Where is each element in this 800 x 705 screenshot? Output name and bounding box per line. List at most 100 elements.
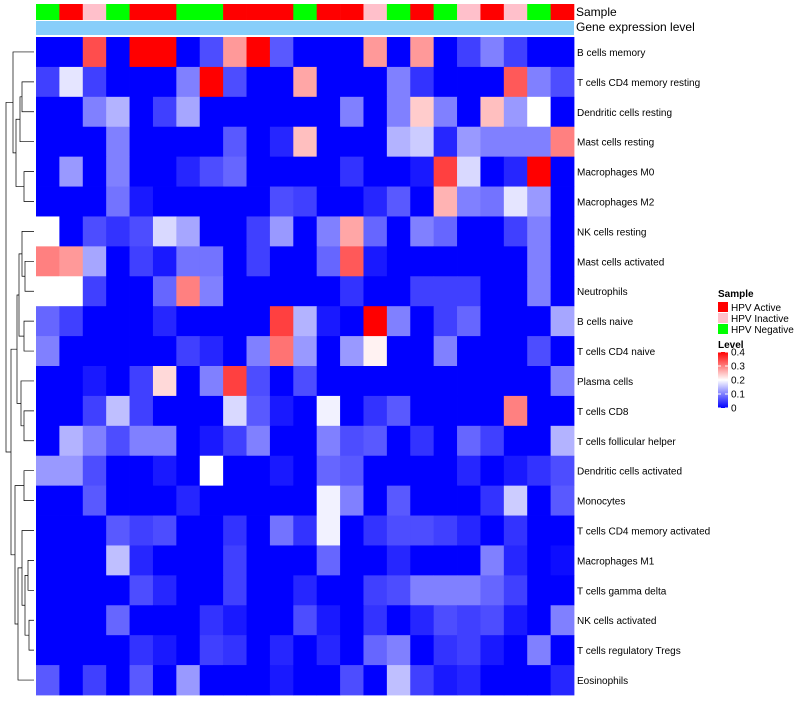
heatmap-cell: [82, 515, 107, 546]
heatmap-cell: [199, 37, 224, 68]
heatmap-cell: [269, 395, 294, 427]
heatmap-cell: [550, 575, 575, 606]
sample-annotation-cell: [363, 4, 388, 20]
heatmap-cell: [433, 156, 458, 187]
heatmap-cell: [433, 575, 458, 606]
heatmap-cell: [59, 306, 84, 337]
heatmap-cell: [386, 276, 411, 307]
heatmap-cell: [316, 276, 341, 307]
heatmap-cell: [129, 306, 154, 337]
heatmap-cell: [106, 186, 130, 217]
dendrogram-branch: [21, 81, 34, 113]
heatmap-cell: [433, 515, 458, 546]
heatmap-cell: [223, 126, 247, 158]
heatmap-cell: [433, 395, 458, 427]
gene-expression-annotation-bar: [36, 21, 574, 35]
heatmap-cell: [386, 665, 411, 696]
heatmap-cell: [340, 306, 364, 337]
heatmap-cell: [129, 515, 154, 546]
heatmap-cell: [550, 425, 575, 457]
heatmap-cell: [457, 66, 481, 98]
sample-annotation-cell: [36, 4, 60, 20]
heatmap-cell: [363, 635, 388, 666]
heatmap-cell: [410, 515, 435, 546]
heatmap-cell: [223, 336, 247, 367]
heatmap-cell: [480, 485, 505, 516]
heatmap-cell: [223, 395, 247, 427]
heatmap-cell: [223, 96, 247, 128]
heatmap-cell: [246, 276, 271, 307]
heatmap-cell: [246, 66, 271, 98]
heatmap-cell: [129, 37, 154, 68]
heatmap-cell: [152, 545, 177, 576]
heatmap-cell: [246, 485, 271, 516]
row-label: Neutrophils: [577, 287, 628, 298]
heatmap-cell: [82, 395, 107, 427]
heatmap-cell: [152, 66, 177, 98]
heatmap-cell: [36, 126, 60, 158]
heatmap-cell: [550, 126, 575, 158]
heatmap-cell: [363, 395, 388, 427]
heatmap-cell: [152, 186, 177, 217]
heatmap-cell: [129, 455, 154, 487]
level-legend-title: Level: [718, 340, 744, 351]
heatmap-cell: [176, 336, 201, 367]
heatmap-cell: [363, 425, 388, 457]
heatmap-cell: [106, 455, 130, 487]
heatmap-cell: [293, 186, 318, 217]
heatmap-cell: [36, 366, 60, 397]
heatmap-cell: [129, 66, 154, 98]
heatmap-cell: [316, 96, 341, 128]
heatmap-cell: [199, 635, 224, 666]
heatmap-cell: [550, 605, 575, 636]
heatmap-cell: [386, 366, 411, 397]
heatmap-cell: [457, 246, 481, 277]
heatmap-cell: [246, 575, 271, 606]
heatmap-cell: [363, 276, 388, 307]
heatmap-cell: [59, 186, 84, 217]
heatmap-cell: [59, 66, 84, 98]
heatmap-cell: [550, 37, 575, 68]
heatmap-cell: [363, 336, 388, 367]
heatmap-cell: [36, 306, 60, 337]
heatmap-cell: [223, 156, 247, 187]
heatmap-cell: [316, 635, 341, 666]
heatmap-cell: [527, 306, 552, 337]
heatmap-cell: [223, 515, 247, 546]
heatmap-cell: [550, 395, 575, 427]
heatmap-cell: [199, 425, 224, 457]
heatmap-cell: [503, 66, 528, 98]
heatmap-cell: [106, 96, 130, 128]
heatmap-cell: [363, 246, 388, 277]
heatmap-cell: [503, 485, 528, 516]
heatmap-cell: [293, 665, 318, 696]
row-label: Eosinophils: [577, 676, 628, 687]
heatmap-cell: [503, 425, 528, 457]
heatmap-cell: [106, 37, 130, 68]
heatmap-cell: [176, 605, 201, 636]
heatmap-cell: [199, 665, 224, 696]
heatmap-cell: [106, 216, 130, 247]
heatmap-cell: [410, 96, 435, 128]
heatmap-cell: [269, 156, 294, 187]
dendrogram-branch: [10, 348, 17, 556]
heatmap-cell: [82, 216, 107, 247]
heatmap-cell: [410, 635, 435, 666]
heatmap-cell: [363, 186, 388, 217]
heatmap-cell: [36, 455, 60, 487]
heatmap-cell: [527, 545, 552, 576]
heatmap-cell: [59, 37, 84, 68]
heatmap-cell: [316, 37, 341, 68]
heatmap-cell: [176, 246, 201, 277]
heatmap-cell: [316, 336, 341, 367]
heatmap-cell: [316, 485, 341, 516]
dendrogram-branch: [27, 560, 34, 591]
heatmap-cell: [223, 186, 247, 217]
heatmap-cell: [59, 455, 84, 487]
row-label: T cells CD4 memory activated: [577, 527, 710, 538]
heatmap-cell: [340, 575, 364, 606]
heatmap-cell: [152, 246, 177, 277]
sample-annotation-cell: [59, 4, 84, 20]
heatmap-cell: [457, 395, 481, 427]
